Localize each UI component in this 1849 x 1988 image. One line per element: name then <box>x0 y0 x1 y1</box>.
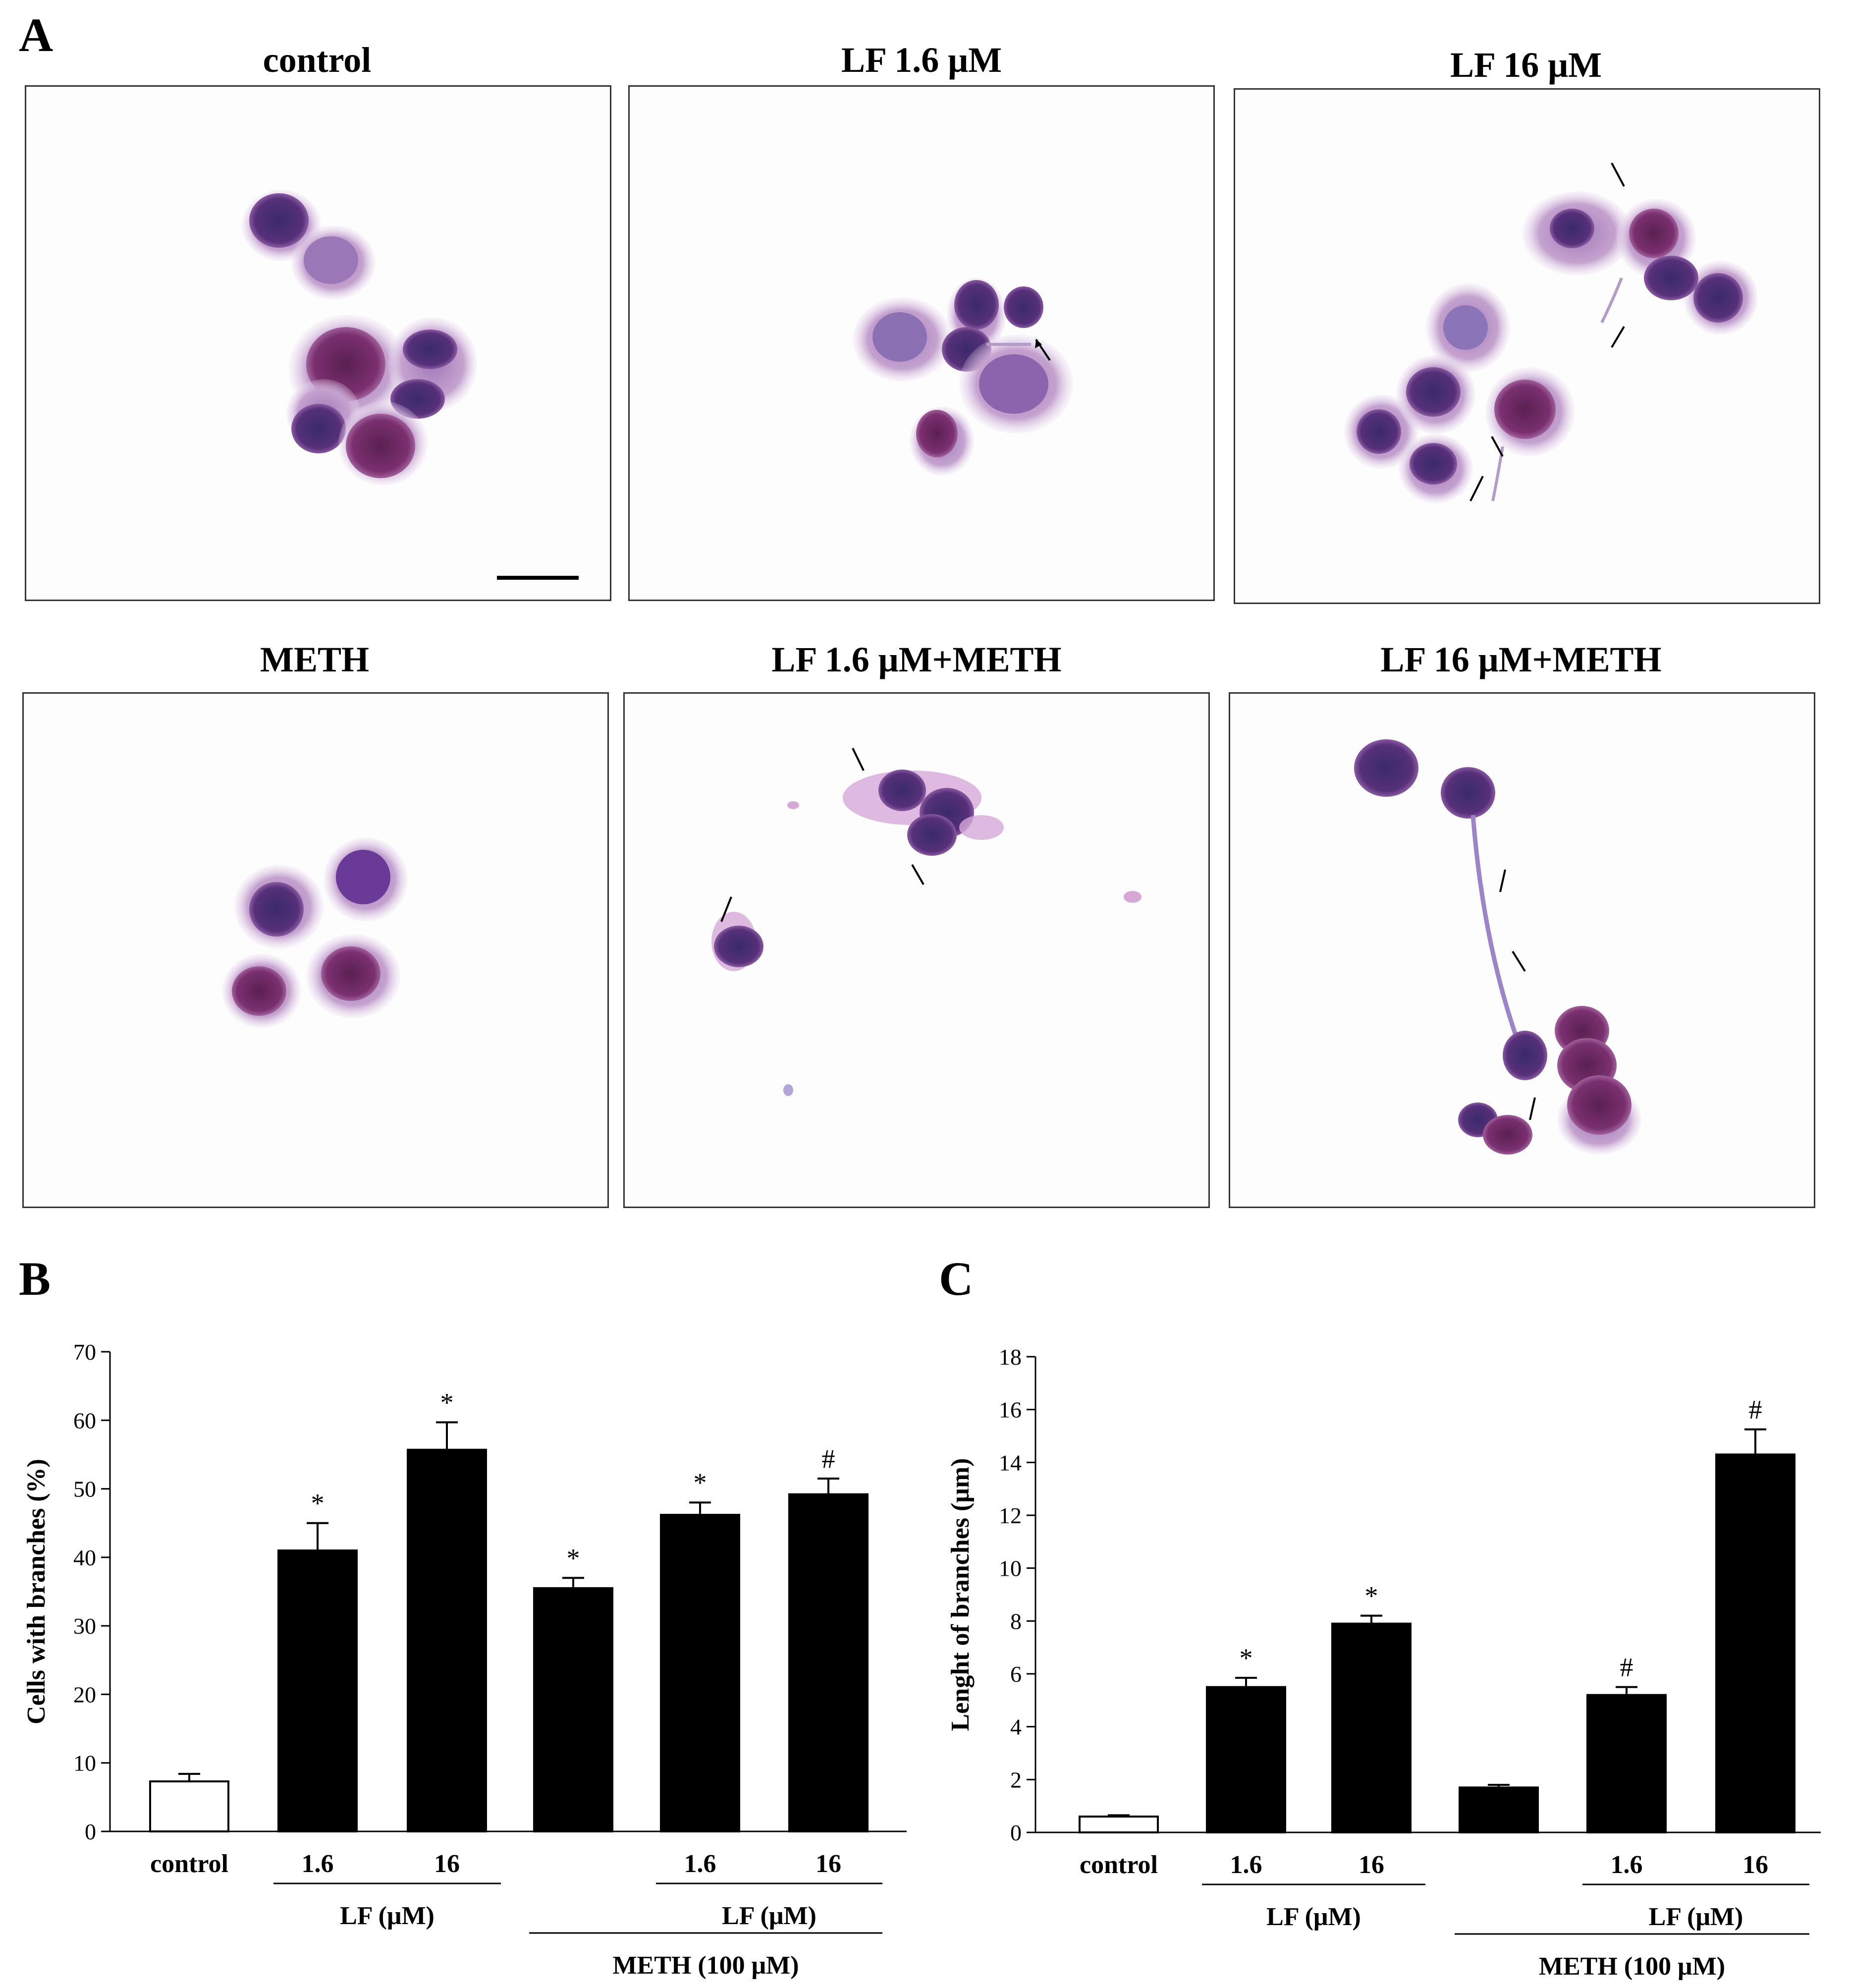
x-tick-label: 1.6 <box>302 1850 334 1878</box>
group-label: LF (μM) <box>1649 1903 1743 1931</box>
y-tick-label: 0 <box>85 1819 96 1844</box>
cell-image-lf-high <box>1344 163 1758 503</box>
y-tick-label: 70 <box>73 1339 96 1365</box>
bar <box>1079 1816 1159 1833</box>
significance-mark: # <box>822 1444 835 1474</box>
x-tick-label: 1.6 <box>1611 1851 1643 1879</box>
x-tick-label: control <box>1080 1851 1158 1879</box>
x-tick-label: 16 <box>1359 1851 1384 1879</box>
y-tick-label: 10 <box>73 1751 96 1776</box>
bar <box>277 1549 358 1832</box>
y-tick-label: 6 <box>1010 1661 1022 1687</box>
y-tick-label: 12 <box>999 1503 1022 1528</box>
x-tick-label: control <box>150 1850 228 1878</box>
micrograph-lf-low <box>628 85 1215 601</box>
micrograph-title-lf16-high: LF 16 μM <box>1450 45 1602 85</box>
bar <box>1331 1622 1412 1834</box>
significance-mark: * <box>1365 1581 1378 1611</box>
bar <box>533 1587 613 1832</box>
cell-image-lf-high-meth <box>1354 739 1641 1155</box>
bar <box>1459 1786 1539 1833</box>
y-tick-label: 2 <box>1010 1767 1022 1792</box>
bar <box>1586 1694 1667 1834</box>
y-tick-label: 18 <box>999 1344 1022 1370</box>
x-tick-label: 16 <box>1742 1851 1768 1879</box>
significance-mark: * <box>440 1387 454 1417</box>
significance-mark: * <box>567 1543 580 1573</box>
group-label: LF (μM) <box>722 1902 816 1930</box>
cell-image-lf-low <box>853 277 1073 476</box>
cell-image-meth <box>222 837 408 1028</box>
significance-mark: * <box>694 1468 707 1497</box>
micrograph-control <box>25 85 611 601</box>
panel-label-c: C <box>939 1252 974 1305</box>
y-tick-label: 8 <box>1010 1608 1022 1634</box>
chart-cells-with-branches: 0 10 20 30 40 50 60 70 Cells with branches (%) co… <box>22 1339 907 1980</box>
micrograph-lf-high-meth <box>1229 692 1815 1208</box>
micrograph-title-meth: METH <box>260 640 369 679</box>
y-tick-label: 50 <box>73 1477 96 1502</box>
significance-mark: # <box>1749 1395 1762 1425</box>
y-tick-label: 20 <box>73 1682 96 1707</box>
bar <box>149 1780 229 1833</box>
y-tick-label: 4 <box>1010 1714 1022 1740</box>
scale-bar <box>497 576 579 580</box>
micrograph-title-lf-high-meth: LF 16 μM+METH <box>1380 640 1662 679</box>
y-tick-label: 14 <box>999 1450 1022 1475</box>
group-label: LF (μM) <box>1266 1903 1361 1931</box>
arrow-icon <box>1469 163 1625 501</box>
y-tick-label: 30 <box>73 1613 96 1639</box>
y-axis-label: Cells with branches (%) <box>22 1459 51 1724</box>
micrograph-lf-high <box>1234 88 1820 604</box>
group-label: METH (100 μM) <box>612 1951 799 1980</box>
panel-label-b: B <box>19 1252 51 1305</box>
x-tick-label: 16 <box>434 1850 460 1878</box>
micrograph-title-control: control <box>263 40 372 80</box>
bar <box>788 1493 869 1832</box>
bar <box>1206 1686 1286 1834</box>
bar <box>660 1514 740 1832</box>
cell-image-lf-low-meth <box>711 748 1142 1096</box>
x-tick-label: 1.6 <box>1230 1851 1262 1879</box>
micrograph-title-lf-low-meth: LF 1.6 μM+METH <box>771 640 1062 679</box>
significance-mark: * <box>311 1489 325 1518</box>
y-tick-label: 40 <box>73 1545 96 1570</box>
bar <box>407 1448 487 1832</box>
x-tick-label: 1.6 <box>684 1850 716 1878</box>
y-tick-label: 10 <box>999 1556 1022 1581</box>
y-tick-label: 60 <box>73 1408 96 1433</box>
arrow-icon <box>1499 869 1536 1120</box>
micrograph-meth <box>22 692 609 1208</box>
group-label: METH (100 μM) <box>1539 1952 1725 1981</box>
arrow-icon <box>720 748 924 922</box>
cell-image-control <box>242 190 579 580</box>
group-label: LF (μM) <box>340 1902 435 1930</box>
chart-branch-length: 0 2 4 6 8 10 12 14 16 18 Lenght of branches (μm) co… <box>946 1344 1821 1981</box>
micrograph-title-lf16-low: LF 1.6 μM <box>841 40 1002 80</box>
y-tick-label: 0 <box>1010 1820 1022 1845</box>
x-tick-label: 16 <box>816 1850 841 1878</box>
micrograph-lf-low-meth <box>623 692 1210 1208</box>
significance-mark: # <box>1620 1653 1633 1682</box>
panel-label-a: A <box>19 8 54 61</box>
y-axis-label: Lenght of branches (μm) <box>946 1458 975 1731</box>
y-tick-label: 16 <box>999 1397 1022 1423</box>
significance-mark: * <box>1240 1643 1253 1673</box>
bar <box>1715 1453 1795 1834</box>
